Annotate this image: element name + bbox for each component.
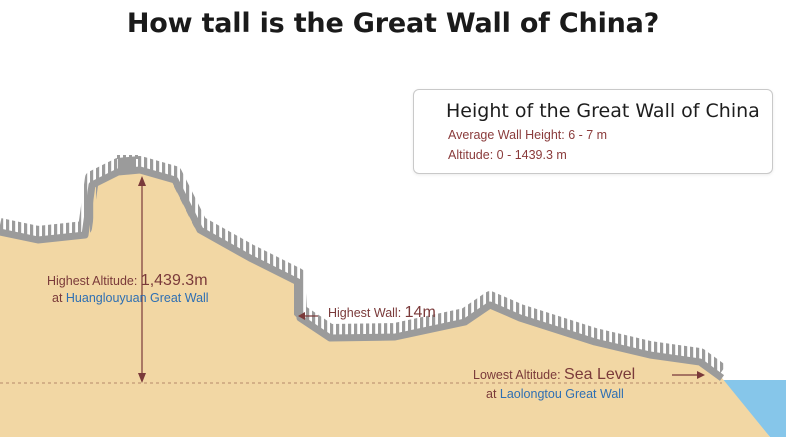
average-wall-height: Average Wall Height: 6 - 7 m	[448, 128, 608, 142]
page-title: How tall is the Great Wall of China?	[126, 8, 660, 39]
lowest-altitude-location: Laolongtou Great Wall	[499, 387, 624, 401]
highest-altitude-label: Highest Altitude: 1,439.3m	[47, 272, 208, 290]
lowest-altitude-value: Sea Level	[564, 366, 636, 383]
lowest-altitude-label: Lowest Altitude: Sea Level	[473, 366, 635, 384]
summit-watchtower	[118, 158, 136, 170]
lowest-altitude-location-label: at Laolongtou Great Wall	[486, 387, 624, 401]
land-terrain	[0, 170, 770, 437]
sea	[720, 380, 786, 437]
highest-altitude-value: 1,439.3m	[140, 272, 208, 289]
altitude-range: Altitude: 0 - 1439.3 m	[448, 148, 567, 162]
highest-wall-value: 14m	[404, 304, 436, 321]
info-box: Height of the Great Wall of China Averag…	[413, 89, 773, 174]
highest-altitude-location: Huanglouyuan Great Wall	[65, 291, 209, 305]
highest-wall-prefix: Highest Wall:	[328, 306, 405, 320]
lowest-altitude-prefix: Lowest Altitude:	[473, 368, 565, 382]
great-wall	[0, 166, 725, 381]
highest-altitude-location-prefix: at	[52, 291, 66, 305]
highest-altitude-prefix: Highest Altitude:	[47, 274, 141, 288]
lowest-altitude-location-prefix: at	[486, 387, 500, 401]
highest-altitude-location-label: at Huanglouyuan Great Wall	[52, 291, 209, 305]
highest-wall-label: Highest Wall: 14m	[328, 304, 436, 322]
info-box-title: Height of the Great Wall of China	[446, 100, 760, 122]
